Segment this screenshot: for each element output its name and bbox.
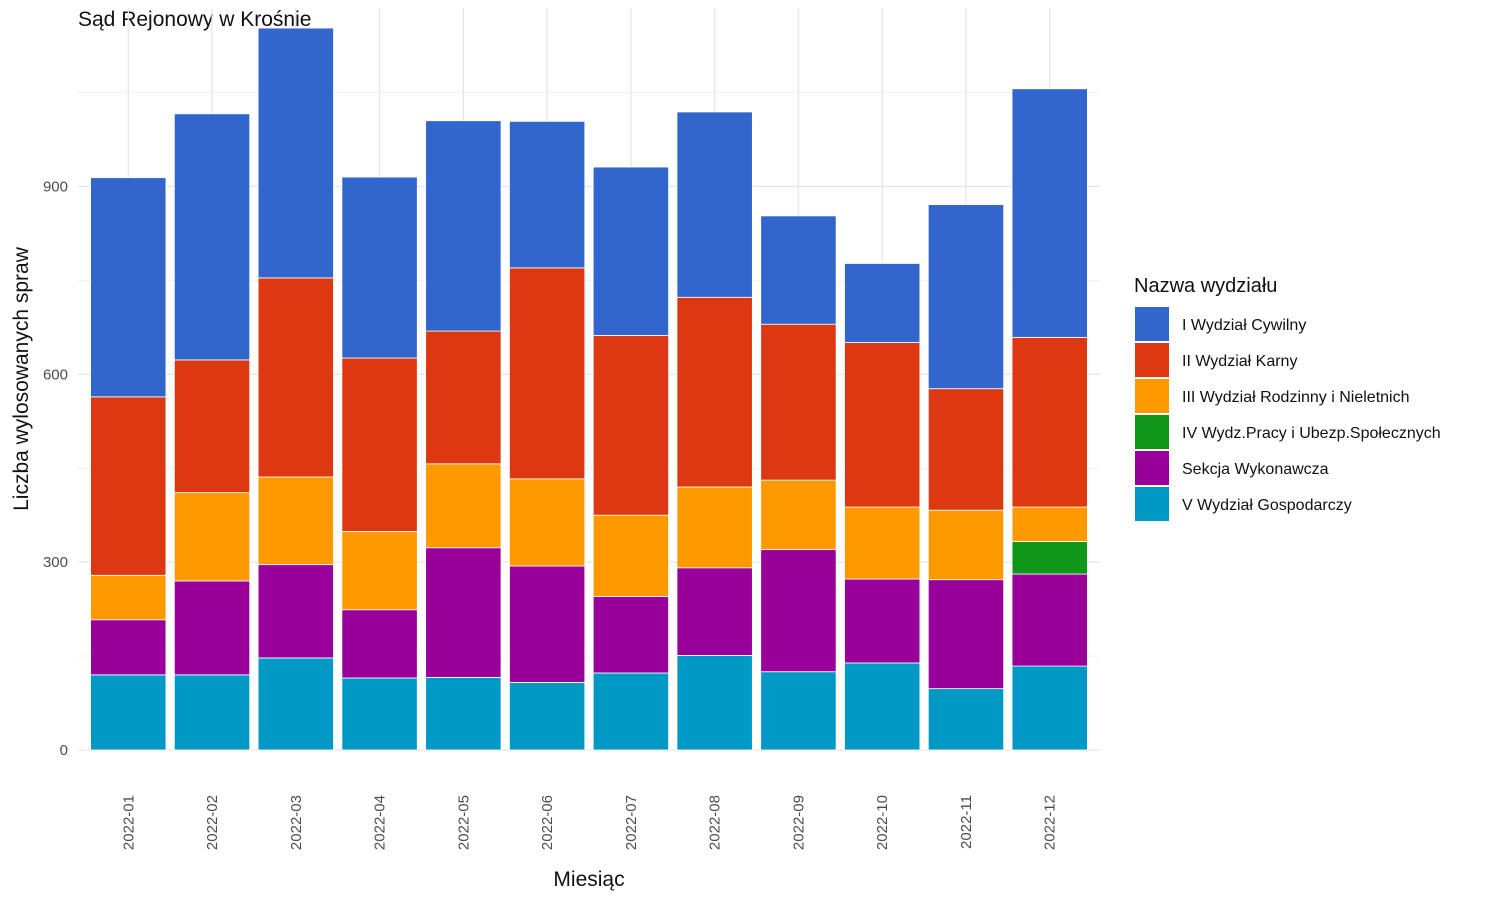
legend-swatch	[1135, 343, 1169, 377]
bar-segment	[90, 574, 167, 621]
bar-segment	[425, 120, 502, 332]
bar-segment	[90, 177, 167, 398]
bar-segment	[592, 166, 669, 336]
bar-segment	[341, 609, 418, 679]
bar-segment	[425, 463, 502, 549]
bar-segment	[676, 486, 753, 569]
legend-label: I Wydział Cywilny	[1182, 317, 1306, 334]
bar-segment	[173, 113, 251, 361]
bar-segment	[173, 492, 251, 582]
bar-segment	[927, 204, 1005, 390]
y-tick-label: 900	[43, 178, 68, 195]
legend-swatch	[1135, 487, 1169, 521]
bar-segment	[1011, 665, 1088, 751]
bar-segment	[676, 296, 753, 488]
x-tick-label: 2022-01	[120, 795, 137, 850]
bar-segment	[760, 549, 837, 673]
bar-segment	[760, 479, 837, 551]
bar-segment	[760, 215, 837, 325]
bar-segment	[592, 514, 669, 597]
legend-label: IV Wydz.Pracy i Ubezp.Społecznych	[1182, 425, 1441, 442]
x-tick-label: 2022-08	[707, 795, 724, 850]
bar-segment	[1011, 336, 1088, 508]
bar-segment	[509, 478, 586, 567]
bar-segment	[90, 674, 167, 751]
bar-segment	[509, 120, 586, 269]
bar-segment	[173, 674, 251, 751]
bar-segment	[90, 619, 167, 676]
y-axis-title: Liczba wylosowanych spraw	[10, 246, 33, 511]
bar-segment	[1011, 541, 1088, 575]
bar-segment	[676, 655, 753, 751]
bar-segment	[844, 263, 921, 343]
bar-segment	[509, 681, 586, 751]
x-tick-label: 2022-04	[372, 795, 389, 850]
bar-segment	[676, 567, 753, 656]
bar-segment	[257, 27, 334, 279]
x-tick-label: 2022-10	[874, 795, 891, 850]
bar-segment	[844, 341, 921, 508]
x-tick-label: 2022-11	[958, 795, 975, 849]
bar-segment	[927, 688, 1005, 751]
legend-label: Sekcja Wykonawcza	[1182, 461, 1329, 478]
bar-segment	[341, 176, 418, 359]
y-tick-label: 300	[43, 554, 68, 571]
bar-segment	[592, 596, 669, 674]
bar-segment	[173, 580, 251, 676]
x-tick-label: 2022-07	[623, 795, 640, 850]
x-tick-label: 2022-05	[455, 795, 472, 850]
x-axis-title: Miesiąc	[553, 868, 624, 891]
bar-segment	[341, 531, 418, 611]
x-tick-label: 2022-12	[1042, 795, 1059, 850]
legend-swatch	[1135, 379, 1169, 413]
bar-segment	[425, 547, 502, 678]
y-tick-label: 0	[60, 742, 68, 759]
legend-label: V Wydział Gospodarczy	[1182, 497, 1352, 514]
legend-label: III Wydział Rodzinny i Nieletnich	[1182, 389, 1410, 406]
bar-segment	[844, 578, 921, 664]
bar-segment	[90, 396, 167, 576]
bar-segment	[1011, 573, 1088, 667]
bar-segment	[257, 277, 334, 478]
bar-segment	[257, 564, 334, 659]
legend-swatch	[1135, 451, 1169, 485]
bar-segment	[592, 672, 669, 751]
bar-segment	[927, 509, 1005, 581]
bar-segment	[257, 657, 334, 751]
bar-segment	[760, 671, 837, 751]
bar-segment	[425, 676, 502, 751]
bar-segment	[425, 330, 502, 465]
bar-segment	[257, 476, 334, 566]
bar-segment	[844, 662, 921, 751]
x-tick-label: 2022-09	[790, 795, 807, 850]
x-tick-label: 2022-06	[539, 795, 556, 850]
bar-segment	[927, 388, 1005, 511]
bar-segment	[592, 335, 669, 516]
bar-segment	[844, 506, 921, 580]
legend-title: Nazwa wydziału	[1134, 275, 1277, 297]
bar-segment	[927, 579, 1005, 690]
legend-swatch	[1135, 307, 1169, 341]
chart-title: Sąd Rejonowy w Krośnie	[78, 8, 312, 31]
bar-segment	[341, 357, 418, 532]
bar-segment	[1011, 88, 1088, 338]
legend-swatch	[1135, 415, 1169, 449]
bar-segment	[173, 359, 251, 494]
y-tick-label: 600	[43, 366, 68, 383]
bar-segment	[509, 565, 586, 683]
x-tick-label: 2022-03	[288, 795, 305, 850]
bar-segment	[509, 267, 586, 480]
bar-segment	[341, 677, 418, 751]
bar-segment	[1011, 506, 1088, 542]
legend-label: II Wydział Karny	[1182, 353, 1297, 370]
bar-segment	[760, 323, 837, 481]
x-tick-label: 2022-02	[204, 795, 221, 850]
bar-segment	[676, 111, 753, 298]
